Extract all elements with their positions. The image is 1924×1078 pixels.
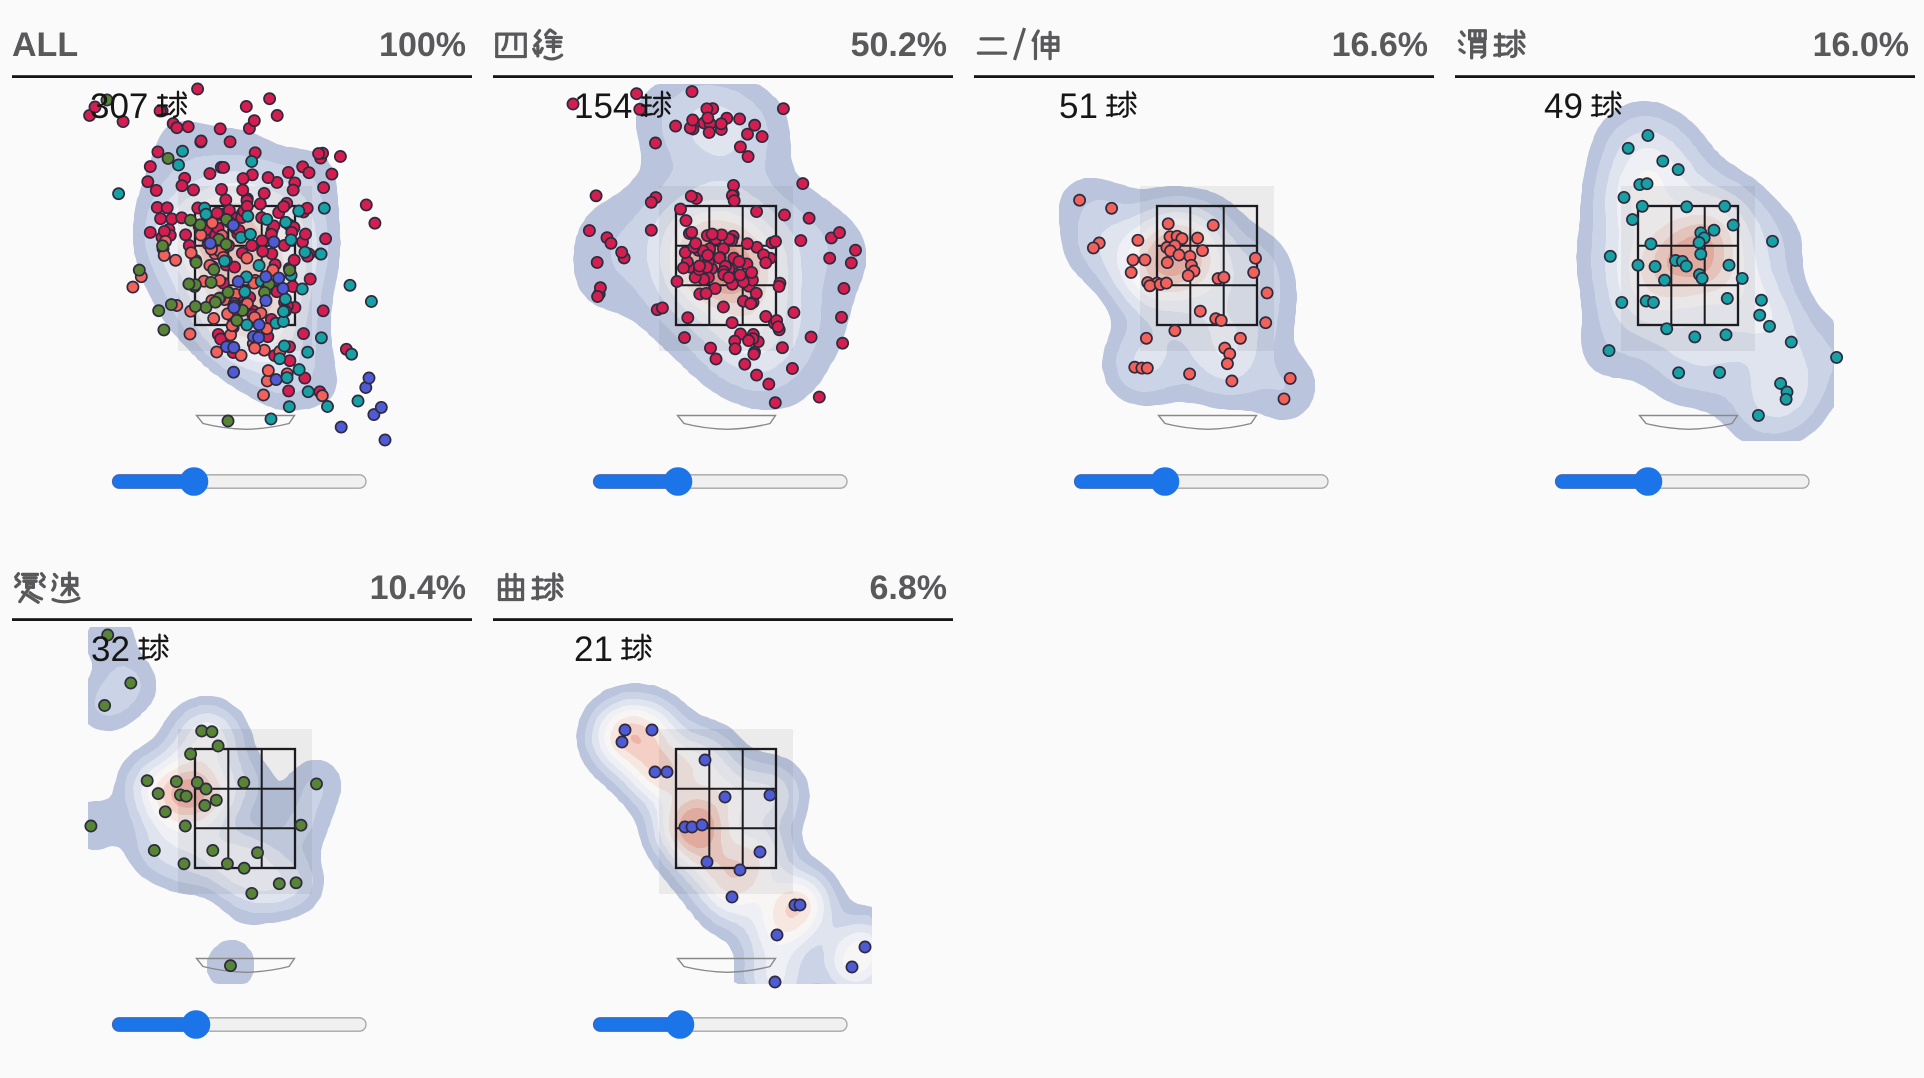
svg-text:21: 21: [574, 630, 613, 669]
svg-text:49: 49: [1544, 87, 1583, 126]
svg-text:10.4%: 10.4%: [370, 569, 466, 607]
svg-text:16.6%: 16.6%: [1332, 26, 1428, 64]
svg-text:51: 51: [1059, 87, 1098, 126]
svg-text:50.2%: 50.2%: [851, 26, 947, 64]
svg-text:ALL: ALL: [12, 26, 78, 64]
svg-text:32: 32: [91, 630, 130, 669]
svg-text:100%: 100%: [379, 26, 466, 64]
svg-text:154: 154: [574, 87, 632, 126]
svg-text:16.0%: 16.0%: [1813, 26, 1909, 64]
svg-text:307: 307: [90, 87, 148, 126]
svg-text:6.8%: 6.8%: [870, 569, 948, 607]
